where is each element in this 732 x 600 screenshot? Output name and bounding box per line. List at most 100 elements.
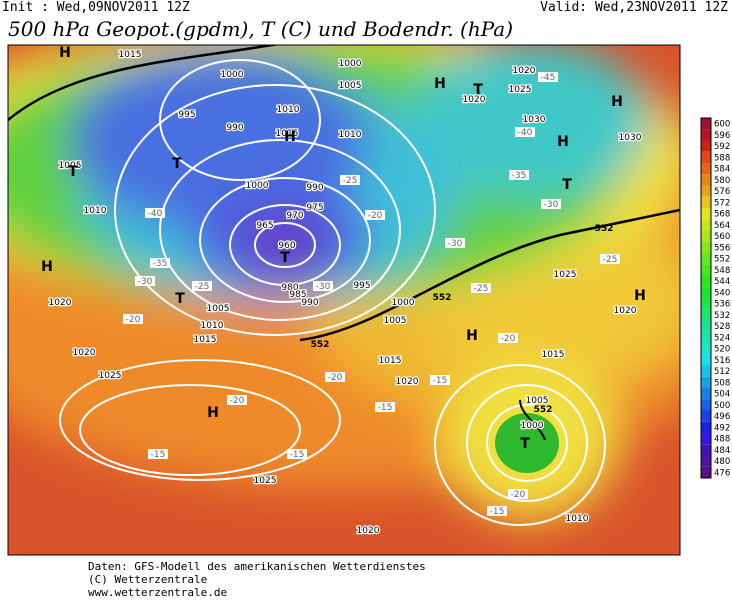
pressure-label: 990 (306, 183, 323, 193)
temperature-label: -15 (490, 507, 505, 517)
pressure-center: H (634, 288, 646, 304)
legend-swatch (701, 298, 711, 310)
temperature-label: -20 (230, 396, 245, 406)
pressure-label: 1015 (276, 129, 299, 139)
pressure-label: 1000 (339, 59, 362, 69)
legend-swatch (701, 399, 711, 411)
legend-swatch (701, 219, 711, 231)
legend-swatch (701, 354, 711, 366)
pressure-label: 1000 (392, 298, 415, 308)
legend-swatch (701, 196, 711, 208)
temperature-box (538, 72, 558, 82)
temperature-label: -30 (138, 277, 153, 287)
pressure-center: T (280, 250, 290, 266)
pressure-label: 1030 (523, 115, 546, 125)
temperature-label: -45 (541, 73, 556, 83)
pressure-label: 1000 (521, 421, 544, 431)
pressure-label: 1010 (201, 321, 224, 331)
legend-swatch (701, 264, 711, 276)
temperature-box (145, 208, 165, 218)
temperature-label: -20 (511, 490, 526, 500)
legend-label: 524 (714, 333, 730, 343)
pressure-center: H (207, 405, 219, 421)
legend-swatch (701, 388, 711, 400)
legend-label: 508 (714, 378, 730, 388)
temperature-box (445, 238, 465, 248)
pressure-label: 1025 (99, 371, 122, 381)
legend-label: 500 (714, 401, 730, 411)
pressure-label: 1010 (84, 206, 107, 216)
temperature-box (515, 127, 535, 137)
pressure-label: 1000 (246, 181, 269, 191)
pressure-label: 1005 (526, 396, 549, 406)
legend-label: 484 (714, 446, 730, 456)
legend-swatch (701, 230, 711, 242)
temperature-box (509, 170, 529, 180)
footer-line: www.wetterzentrale.de (88, 586, 228, 599)
temperature-label: -40 (518, 128, 533, 138)
pressure-center: T (68, 164, 78, 180)
pressure-label: 1015 (194, 335, 217, 345)
pressure-label: 965 (256, 221, 273, 231)
pressure-label: 1005 (384, 316, 407, 326)
legend-swatch (701, 421, 711, 433)
pressure-label: 1020 (49, 298, 72, 308)
temperature-label: -30 (316, 282, 331, 292)
temperature-box (325, 372, 345, 382)
pressure-label: 1010 (566, 514, 589, 524)
temperature-label: -35 (153, 259, 168, 269)
pressure-label: 1020 (614, 306, 637, 316)
pressure-label: 1020 (513, 66, 536, 76)
legend-label: 568 (714, 210, 730, 220)
legend-label: 556 (714, 243, 730, 253)
temperature-label: -25 (474, 284, 489, 294)
pressure-center: H (611, 94, 623, 110)
pressure-label: 1025 (254, 476, 277, 486)
contour-label: 552 (534, 405, 553, 415)
temperature-label: -40 (148, 209, 163, 219)
pressure-label: 1020 (357, 526, 380, 536)
temperature-label: -25 (195, 282, 210, 292)
temperature-box (313, 281, 333, 291)
legend-swatch (701, 320, 711, 332)
footer: Daten: GFS-Modell des amerikanischen Wet… (88, 560, 426, 599)
pressure-label: 1030 (619, 133, 642, 143)
legend-label: 512 (714, 367, 730, 377)
temperature-box (508, 489, 528, 499)
legend-swatch (701, 140, 711, 152)
pressure-center: H (284, 129, 296, 145)
legend-swatch (701, 433, 711, 445)
legend-swatch (701, 466, 711, 478)
pressure-label: 1005 (339, 81, 362, 91)
pressure-label: 1015 (119, 50, 142, 60)
legend-label: 480 (714, 457, 730, 467)
legend-label: 584 (714, 165, 730, 175)
pressure-label: 1005 (207, 304, 230, 314)
pressure-label: 990 (301, 298, 318, 308)
legend-swatch (701, 331, 711, 343)
temperature-box (148, 449, 168, 459)
legend-swatch (701, 253, 711, 265)
pressure-label: 1025 (554, 270, 577, 280)
temperature-box (123, 314, 143, 324)
legend-swatch (701, 163, 711, 175)
pressure-label: 1000 (221, 70, 244, 80)
map-title: 500 hPa Geopot.(gpdm), T (C) und Bodendr… (8, 17, 514, 41)
legend-label: 552 (714, 255, 730, 265)
pressure-label: 990 (226, 123, 243, 133)
valid-time: Valid: Wed,23NOV2011 12Z (540, 0, 728, 15)
temperature-label: -20 (501, 334, 516, 344)
footer-line: (C) Wetterzentrale (88, 573, 208, 586)
pressure-label: 975 (306, 203, 323, 213)
pressure-label: 1015 (542, 350, 565, 360)
legend-swatch (701, 455, 711, 467)
temperature-label: -15 (378, 403, 393, 413)
legend-swatch (701, 286, 711, 298)
contour-label: 552 (595, 224, 614, 234)
temperature-box (135, 276, 155, 286)
footer-line: Daten: GFS-Modell des amerikanischen Wet… (88, 560, 426, 573)
pressure-label: 1020 (463, 95, 486, 105)
legend-label: 576 (714, 187, 730, 197)
legend-swatch (701, 309, 711, 321)
temperature-label: -20 (328, 373, 343, 383)
